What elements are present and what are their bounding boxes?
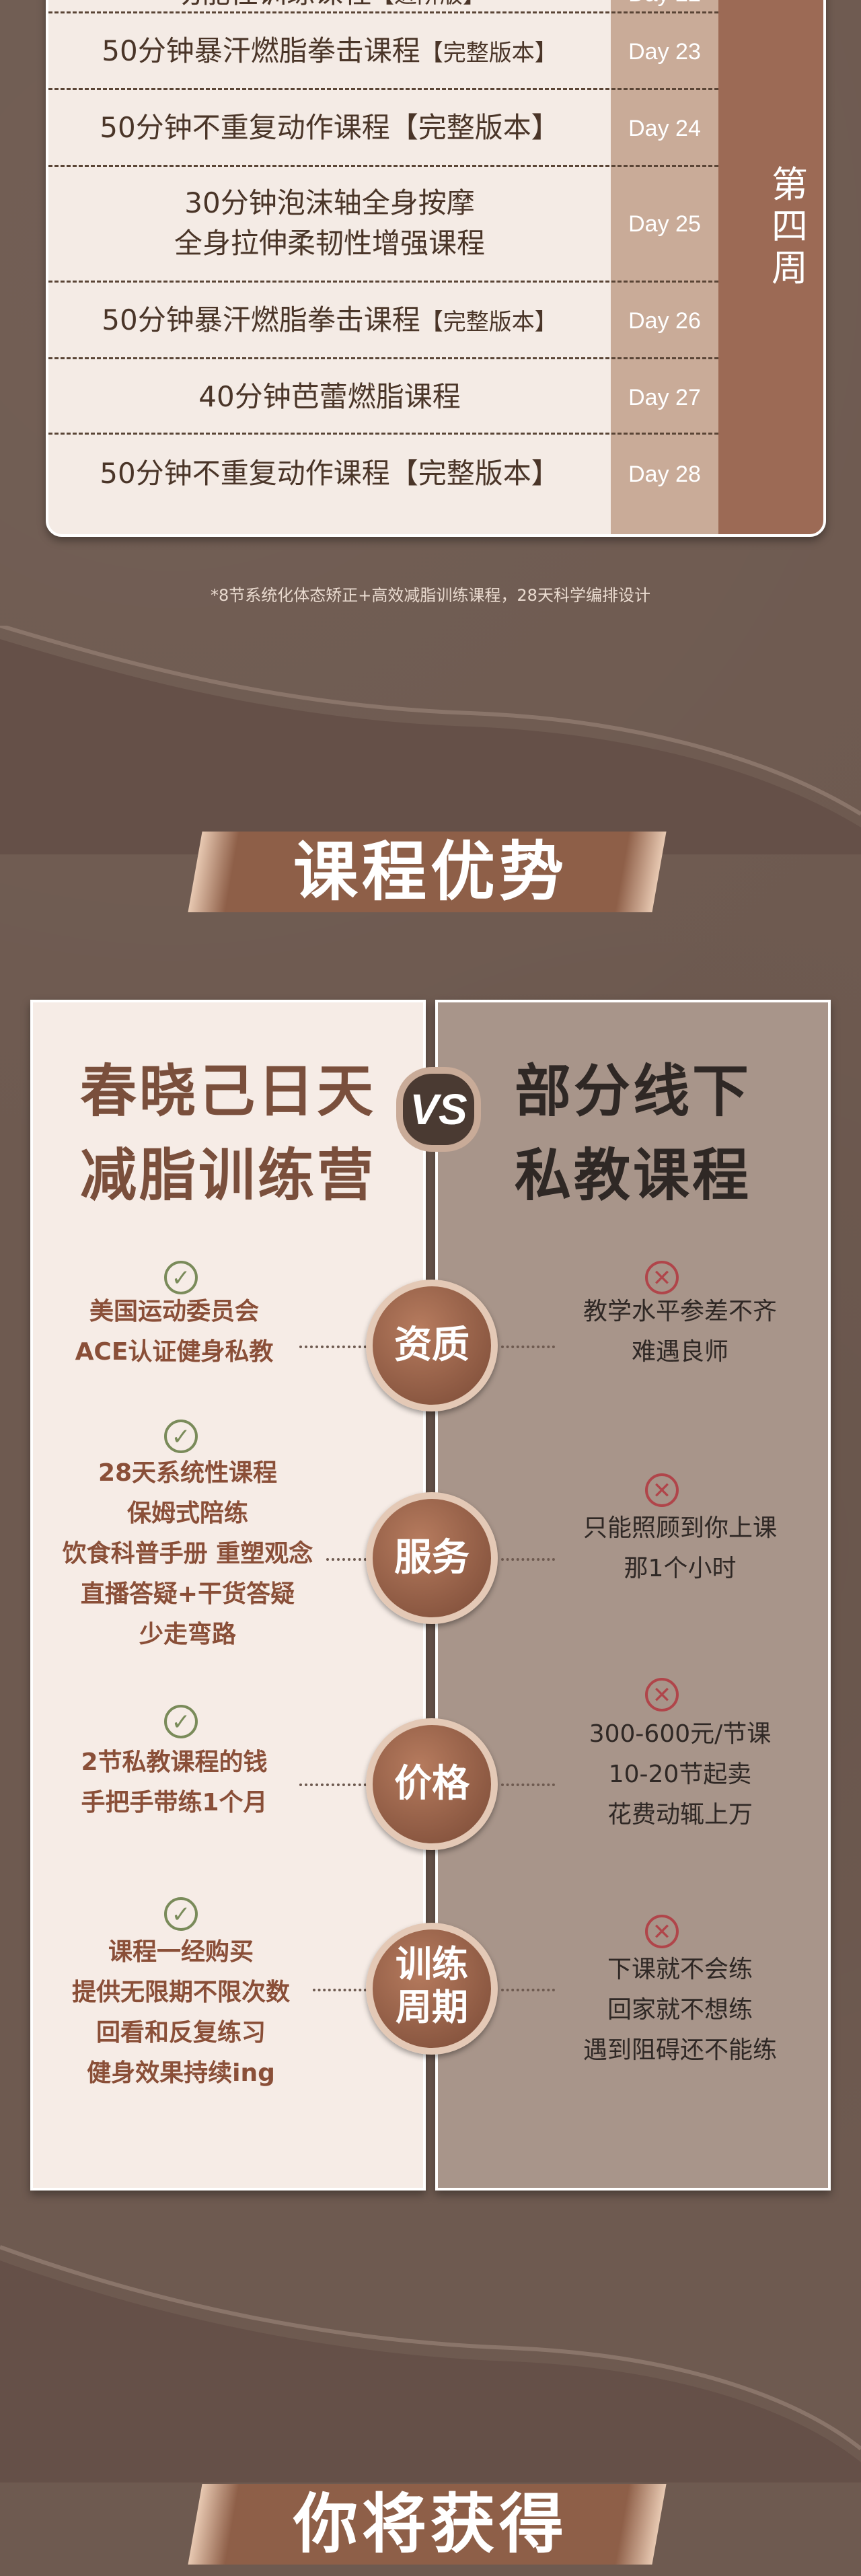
left-item-period: 课程一经购买 提供无限期不限次数 回看和反复练习 健身效果持续ing [71, 1938, 290, 2087]
check-icon: ✓ [164, 1897, 198, 1931]
connector-dots [299, 1783, 367, 1786]
wave-decoration [0, 2245, 861, 2482]
schedule-row: 40分钟芭蕾燃脂课程 Day 27 [48, 359, 718, 435]
left-column: 春晓己日天 减脂训练营 ✓ 美国运动委员会 ACE认证健身私教 ✓ 28天系统性… [30, 1000, 426, 2191]
right-item-period: 下课就不会练 回家就不想练 遇到阻碍还不能练 [583, 1956, 777, 2064]
left-item-service: 28天系统性课程 保姆式陪练 饮食科普手册 重塑观念 直播答疑+干货答疑 少走弯… [62, 1459, 313, 1648]
day-label: Day 25 [628, 211, 701, 237]
wave-decoration [0, 626, 861, 854]
vs-badge: VS [396, 1067, 481, 1152]
left-item-qualification: 美国运动委员会 ACE认证健身私教 [75, 1298, 274, 1366]
course-edition: 【完整版本】 [420, 40, 558, 67]
course-edition: 【完整版本】 [420, 309, 558, 336]
cross-icon: ✕ [645, 1261, 679, 1294]
right-item-qualification: 教学水平参差不齐 难遇良师 [583, 1298, 777, 1366]
course-edition: 【进阶版】 [371, 0, 486, 9]
schedule-row: 50分钟不重复动作课程【完整版本】 Day 24 [48, 90, 718, 167]
day-label: Day 22 [611, 0, 718, 7]
connector-dots [501, 1346, 555, 1348]
badge-service: 服务 [366, 1492, 498, 1624]
course-name: 50分钟暴汗燃脂拳击课程 [102, 303, 420, 336]
schedule-row: 50分钟不重复动作课程【完整版本】 Day 28 [48, 435, 718, 515]
day-label: Day 26 [628, 308, 701, 334]
right-column: 部分线下 私教课程 ✕ 教学水平参差不齐 难遇良师 ✕ 只能照顾到你上课 那1个… [435, 1000, 831, 2191]
week-label: 第四周 [772, 163, 808, 289]
day-label: Day 23 [628, 39, 701, 65]
left-title-line1: 春晓己日天 [79, 1058, 376, 1124]
right-item-price: 300-600元/节课 10-20节起卖 花费动辄上万 [589, 1720, 772, 1829]
row-divider [48, 281, 718, 283]
day-label: Day 28 [628, 462, 701, 487]
row-divider [48, 165, 718, 167]
connector-dots [501, 1989, 555, 1991]
comparison-panel: 春晓己日天 减脂训练营 ✓ 美国运动委员会 ACE认证健身私教 ✓ 28天系统性… [30, 1000, 831, 2191]
course-name: 功能性训练课程 [174, 0, 371, 9]
schedule-row: 30分钟泡沫轴全身按摩 全身拉伸柔韧性增强课程 Day 25 [48, 167, 718, 283]
course-name: 40分钟芭蕾燃脂课程 [198, 380, 461, 413]
check-icon: ✓ [164, 1420, 198, 1453]
connector-dots [326, 1558, 367, 1561]
check-icon: ✓ [164, 1261, 198, 1294]
schedule-row: 50分钟暴汗燃脂拳击课程【完整版本】 Day 23 [48, 13, 718, 90]
connector-dots [501, 1783, 555, 1786]
right-title-line2: 私教课程 [514, 1142, 751, 1208]
right-title-line1: 部分线下 [514, 1058, 751, 1124]
row-divider [48, 357, 718, 359]
check-icon: ✓ [164, 1705, 198, 1738]
left-item-price: 2节私教课程的钱 手把手带练1个月 [81, 1749, 268, 1816]
schedule-footnote: *8节系统化体态矫正+高效减脂训练课程，28天科学编排设计 [211, 586, 650, 605]
row-divider [48, 88, 718, 90]
row-divider [48, 433, 718, 435]
connector-dots [299, 1346, 367, 1348]
connector-dots [501, 1558, 555, 1561]
course-name-line1: 30分钟泡沫轴全身按摩 [184, 186, 475, 219]
course-name: 50分钟不重复动作课程【完整版本】 [100, 111, 560, 144]
section-title: 课程优势 [293, 834, 568, 910]
left-title-line2: 减脂训练营 [79, 1142, 376, 1208]
schedule-row: 功能性训练课程【进阶版】 Day 22 [48, 0, 718, 13]
row-divider [48, 11, 718, 13]
section-title-next: 你将获得 [293, 2487, 568, 2562]
right-item-service: 只能照顾到你上课 那1个小时 [583, 1514, 777, 1582]
cross-icon: ✕ [645, 1915, 679, 1948]
connector-dots [313, 1989, 367, 1991]
course-name: 50分钟暴汗燃脂拳击课程 [102, 34, 420, 67]
day-label: Day 27 [628, 385, 701, 410]
cross-icon: ✕ [645, 1473, 679, 1507]
schedule-row: 50分钟暴汗燃脂拳击课程【完整版本】 Day 26 [48, 283, 718, 359]
course-name: 50分钟不重复动作课程【完整版本】 [100, 457, 560, 490]
badge-qualification: 资质 [366, 1280, 498, 1411]
schedule-table: 功能性训练课程【进阶版】 Day 22 50分钟暴汗燃脂拳击课程【完整版本】 D… [46, 0, 826, 537]
course-name-line2: 全身拉伸柔韧性增强课程 [174, 227, 485, 260]
cross-icon: ✕ [645, 1678, 679, 1712]
week-column [718, 0, 823, 534]
badge-training-period: 训练 周期 [366, 1923, 498, 2055]
badge-price: 价格 [366, 1718, 498, 1850]
day-label: Day 24 [628, 116, 701, 141]
